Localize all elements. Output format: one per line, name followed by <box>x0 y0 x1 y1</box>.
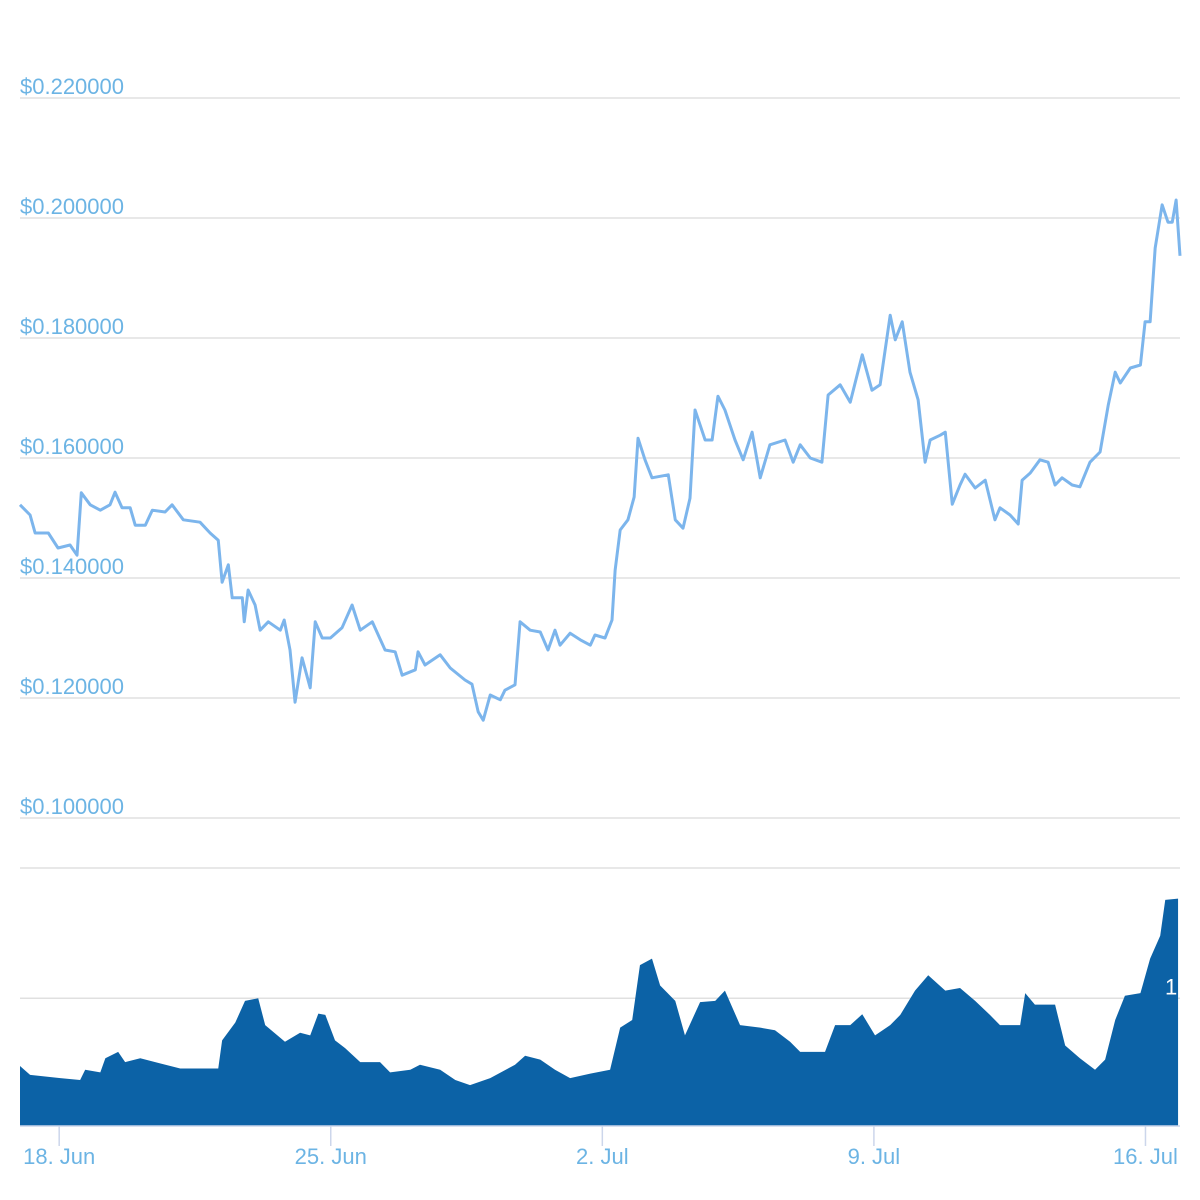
y-tick-label: $0.120000 <box>20 674 124 699</box>
y-tick-label: $0.160000 <box>20 434 124 459</box>
x-tick-label: 25. Jun <box>295 1144 367 1169</box>
x-tick-label: 9. Jul <box>848 1144 901 1169</box>
y-tick-label: $0.140000 <box>20 554 124 579</box>
clip-group: 1 <box>1165 974 1177 999</box>
y-tick-label: $0.100000 <box>20 794 124 819</box>
x-tick-label: 2. Jul <box>576 1144 629 1169</box>
y-tick-label: $0.200000 <box>20 194 124 219</box>
y-tick-label: $0.220000 <box>20 74 124 99</box>
x-tick-label: 18. Jun <box>23 1144 95 1169</box>
price-line <box>18 198 1182 722</box>
x-tick-label: 16. Jul <box>1113 1144 1178 1169</box>
y-tick-label: $0.180000 <box>20 314 124 339</box>
volume-area <box>20 898 1179 1126</box>
y2-tick-label: 1 <box>1165 974 1177 999</box>
